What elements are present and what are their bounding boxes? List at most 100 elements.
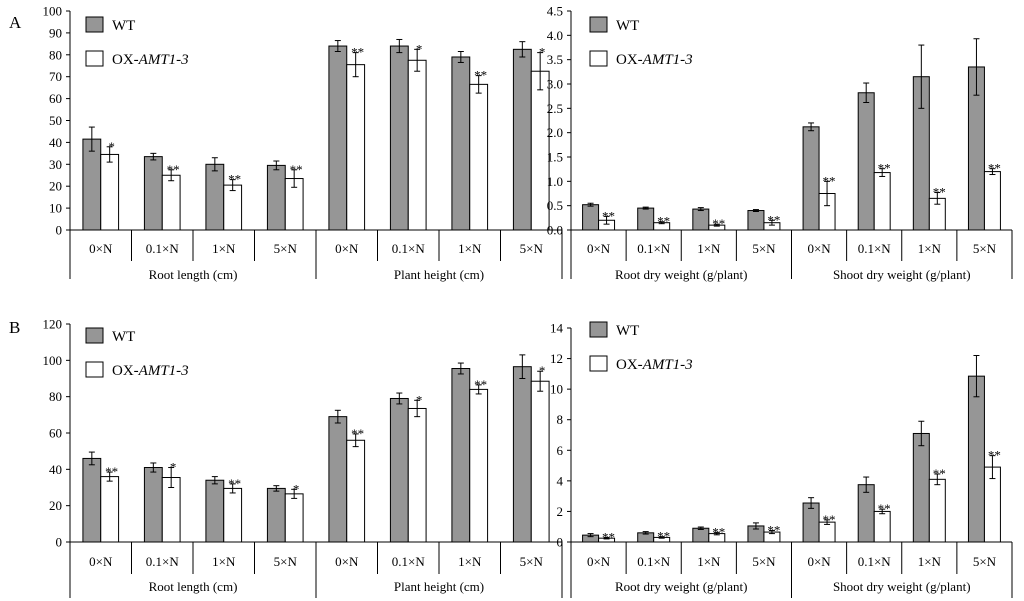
b-left-legend-label-wt: WT	[112, 329, 135, 345]
b-right-bar-wt	[967, 375, 985, 543]
a-left-significance-mark: **	[228, 172, 241, 187]
b-left-legend-swatch-wt	[85, 327, 104, 344]
b-left-category-label: 1×N	[212, 554, 236, 569]
a-left-significance-mark: *	[108, 139, 115, 154]
a-right-significance-mark: **	[933, 185, 946, 200]
a-left-category-label: 0.1×N	[146, 241, 180, 256]
b-right-bar-ox	[928, 478, 946, 543]
a-left-bar-wt	[328, 45, 348, 231]
b-left-bar-wt	[266, 487, 286, 543]
a-right-significance-mark: **	[767, 212, 780, 227]
b-right-legend-label-ox: OX-AMT1-3	[616, 357, 693, 373]
a-right-category-label: 1×N	[918, 241, 942, 256]
a-right-y-tick-label: 2.0	[547, 125, 563, 140]
b-left-significance-mark: *	[416, 392, 423, 407]
b-left-bar-ox	[530, 380, 550, 543]
a-right-group-label: Shoot dry weight (g/plant)	[833, 267, 971, 282]
a-left-category-label: 1×N	[212, 241, 236, 256]
a-right-bar-ox	[983, 171, 1001, 231]
b-right-category-label: 0×N	[807, 554, 831, 569]
b-right-significance-mark: **	[602, 529, 615, 544]
a-right-category-label: 0.1×N	[637, 241, 671, 256]
b-left-y-tick-label: 120	[43, 317, 63, 332]
a-left-significance-mark: **	[474, 68, 487, 83]
b-left-significance-mark: **	[228, 476, 241, 491]
b-left-bar-wt	[143, 467, 163, 543]
a-right-legend-label-ox: OX-AMT1-3	[616, 52, 693, 68]
a-right-category-label: 1×N	[697, 241, 721, 256]
b-left-significance-mark: *	[170, 460, 177, 475]
b-right-y-tick-label: 0	[557, 535, 564, 550]
a-left-legend-swatch-wt	[85, 16, 104, 33]
a-left-significance-mark: **	[167, 162, 180, 177]
a-right-significance-mark: **	[988, 161, 1001, 176]
b-left-significance-mark: *	[539, 363, 546, 378]
a-right-significance-mark: **	[602, 208, 615, 223]
a-left-y-tick-label: 40	[49, 135, 62, 150]
a-left-significance-mark: *	[416, 41, 423, 56]
a-left-group-label: Root length (cm)	[149, 267, 238, 282]
b-left-category-label: 0×N	[335, 554, 359, 569]
b-left-bar-wt	[205, 479, 225, 543]
a-right-category-label: 5×N	[752, 241, 776, 256]
b-left-bar-ox	[407, 407, 427, 543]
a-right-significance-mark: **	[712, 216, 725, 231]
b-right-category-label: 1×N	[697, 554, 721, 569]
b-right-significance-mark: **	[767, 523, 780, 538]
a-left-y-tick-label: 30	[49, 157, 62, 172]
a-right-y-tick-label: 1.5	[547, 150, 563, 165]
a-right-legend-label-wt: WT	[616, 18, 639, 34]
a-right-y-tick-label: 0.0	[547, 223, 563, 238]
a-left-legend-label-ox: OX-AMT1-3	[112, 52, 189, 68]
a-left-category-label: 0.1×N	[392, 241, 426, 256]
a-right-bar-wt	[857, 92, 875, 231]
a-left-y-tick-label: 90	[49, 25, 62, 40]
b-left-bar-wt	[451, 368, 471, 543]
b-right-significance-mark: **	[823, 512, 836, 527]
b-left-bar-ox	[469, 388, 489, 543]
b-left-y-tick-label: 100	[43, 353, 63, 368]
b-right-category-label: 0×N	[587, 554, 611, 569]
a-right-y-tick-label: 4.5	[547, 4, 563, 19]
a-left-significance-mark: **	[351, 45, 364, 60]
a-left-bar-wt	[512, 48, 532, 231]
b-left-bar-ox	[100, 476, 120, 543]
a-right-category-label: 0×N	[587, 241, 611, 256]
a-left-category-label: 5×N	[274, 241, 298, 256]
a-right-significance-mark: **	[823, 173, 836, 188]
a-right-bar-wt	[637, 207, 655, 231]
a-left-y-tick-label: 50	[49, 113, 62, 128]
a-right-bar-wt	[747, 210, 765, 231]
b-right-y-tick-label: 6	[557, 443, 564, 458]
a-right-bar-wt	[692, 208, 710, 231]
a-left-significance-mark: *	[539, 45, 546, 60]
b-right-y-tick-label: 12	[550, 351, 563, 366]
b-left-group-label: Root length (cm)	[149, 579, 238, 594]
b-left-bar-wt	[389, 397, 409, 543]
b-right-group-label: Root dry weight (g/plant)	[615, 579, 748, 594]
a-left-bar-wt	[266, 164, 286, 231]
a-left-y-tick-label: 10	[49, 201, 62, 216]
a-right-category-label: 5×N	[973, 241, 997, 256]
a-left-bar-ox	[346, 64, 366, 231]
b-right-legend-label-wt: WT	[616, 323, 639, 339]
a-left-bar-wt	[143, 156, 163, 231]
b-right-category-label: 5×N	[973, 554, 997, 569]
a-left-category-label: 5×N	[520, 241, 544, 256]
a-left-y-tick-label: 20	[49, 179, 62, 194]
b-right-category-label: 1×N	[918, 554, 942, 569]
b-left-significance-mark: **	[351, 426, 364, 441]
a-left-bar-wt	[205, 163, 225, 231]
b-right-significance-mark: **	[878, 501, 891, 516]
a-left-y-tick-label: 0	[56, 223, 63, 238]
b-left-significance-mark: **	[474, 377, 487, 392]
b-left-significance-mark: **	[105, 464, 118, 479]
a-right-y-tick-label: 3.5	[547, 52, 563, 67]
a-right-category-label: 0×N	[807, 241, 831, 256]
a-left-legend-label-wt: WT	[112, 18, 135, 34]
a-right-group-label: Root dry weight (g/plant)	[615, 267, 748, 282]
b-left-category-label: 5×N	[520, 554, 544, 569]
b-left-bar-ox	[223, 487, 243, 543]
a-right-bar-wt	[582, 204, 600, 231]
b-left-significance-mark: *	[293, 481, 300, 496]
